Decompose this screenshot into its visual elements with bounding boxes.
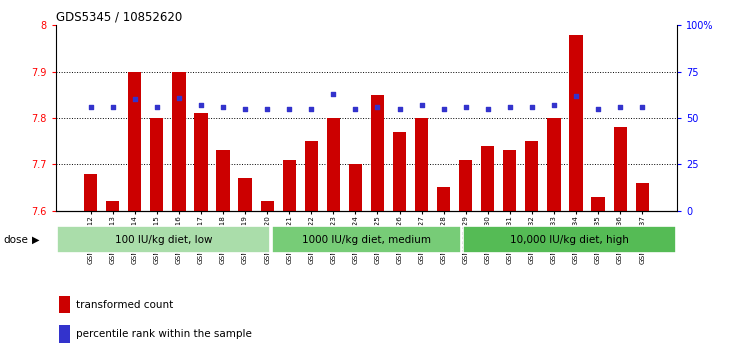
Bar (459, 160, 472, 211)
Bar (371, 95, 384, 211)
Point (283, 106, 295, 112)
Text: 100 IU/kg diet, low: 100 IU/kg diet, low (115, 234, 212, 245)
Bar (481, 146, 494, 211)
Bar (57, 226, 269, 253)
Point (173, 95, 185, 101)
Bar (59, 296, 70, 314)
Text: dose: dose (4, 234, 28, 245)
Bar (503, 150, 516, 211)
Bar (272, 226, 461, 253)
Text: transformed count: transformed count (76, 300, 173, 310)
Point (526, 104, 538, 110)
Bar (59, 326, 70, 343)
Bar (393, 132, 406, 211)
Point (217, 104, 229, 110)
Bar (173, 72, 185, 211)
Bar (591, 197, 605, 211)
Point (636, 104, 648, 110)
Point (460, 104, 472, 110)
Point (107, 104, 119, 110)
Text: 10,000 IU/kg diet, high: 10,000 IU/kg diet, high (510, 234, 629, 245)
Point (416, 102, 428, 108)
Bar (194, 113, 208, 211)
Point (394, 106, 405, 112)
Bar (525, 141, 539, 211)
Point (151, 104, 163, 110)
Bar (569, 34, 583, 211)
Point (570, 93, 582, 99)
Bar (239, 178, 251, 211)
Bar (635, 183, 649, 211)
Text: ▶: ▶ (32, 234, 39, 245)
Point (614, 104, 626, 110)
Point (482, 106, 494, 112)
Point (350, 106, 362, 112)
Bar (327, 118, 340, 211)
Bar (150, 118, 164, 211)
Point (327, 91, 339, 97)
Point (371, 104, 383, 110)
Bar (304, 141, 318, 211)
Bar (349, 164, 362, 211)
Bar (217, 150, 230, 211)
Bar (84, 174, 97, 211)
Point (85, 104, 97, 110)
Point (195, 102, 207, 108)
Bar (260, 201, 274, 211)
Point (305, 106, 317, 112)
Text: GDS5345 / 10852620: GDS5345 / 10852620 (56, 11, 182, 24)
Bar (128, 72, 141, 211)
Point (129, 97, 141, 102)
Point (437, 106, 449, 112)
Point (548, 102, 560, 108)
Bar (437, 187, 450, 211)
Bar (548, 118, 560, 211)
Text: 1000 IU/kg diet, medium: 1000 IU/kg diet, medium (302, 234, 431, 245)
Point (504, 104, 516, 110)
Text: percentile rank within the sample: percentile rank within the sample (76, 329, 251, 339)
Bar (415, 118, 429, 211)
Point (261, 106, 273, 112)
Bar (464, 226, 676, 253)
Bar (614, 127, 626, 211)
Point (239, 106, 251, 112)
Point (592, 106, 604, 112)
Bar (283, 160, 296, 211)
Bar (106, 201, 119, 211)
